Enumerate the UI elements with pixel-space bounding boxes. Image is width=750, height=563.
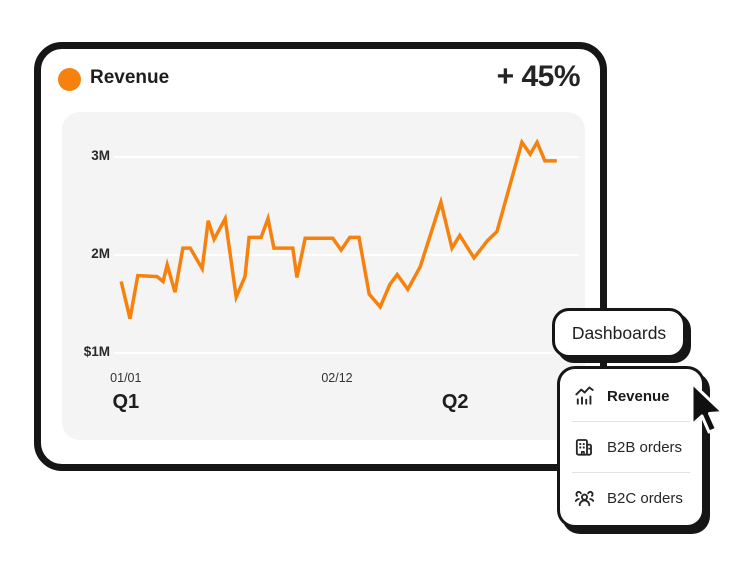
menu-divider [572, 421, 690, 422]
quarter-label-q2: Q2 [441, 391, 469, 413]
dashboards-menu: Revenue B2B orders [557, 366, 705, 528]
quarter-label-q1: Q1 [112, 391, 140, 413]
dashboards-button-label: Dashboards [571, 322, 667, 343]
bar-chart-trend-icon [575, 386, 594, 405]
x-axis-tick-0101: 01/01 [110, 371, 142, 385]
mouse-cursor-icon [690, 381, 725, 434]
menu-item-label: B2B orders [607, 438, 683, 456]
people-group-icon [574, 490, 595, 506]
legend-dot-icon [58, 68, 81, 91]
menu-item-revenue[interactable]: Revenue [560, 371, 702, 421]
buildings-icon [575, 438, 592, 456]
y-axis-tick-3m: 3M [91, 148, 110, 163]
menu-item-label: Revenue [607, 387, 670, 405]
chart-panel: 3M 2M $1M 01/01 02/12 Q1 Q2 [62, 112, 585, 440]
dashboards-button[interactable]: Dashboards [552, 308, 686, 358]
x-axis-tick-0212: 02/12 [321, 371, 353, 385]
delta-badge: + 45% [496, 60, 581, 93]
card-title: Revenue [90, 67, 170, 88]
menu-item-b2b-orders[interactable]: B2B orders [560, 422, 702, 472]
y-axis-tick-2m: 2M [91, 246, 110, 261]
menu-divider [572, 472, 690, 473]
revenue-line-chart [114, 138, 579, 354]
y-axis-tick-1m: $1M [83, 344, 110, 359]
menu-item-label: B2C orders [607, 489, 683, 507]
menu-item-b2c-orders[interactable]: B2C orders [560, 473, 702, 523]
revenue-series-line [119, 138, 557, 320]
